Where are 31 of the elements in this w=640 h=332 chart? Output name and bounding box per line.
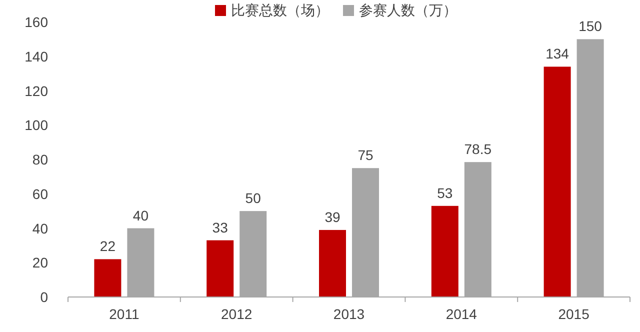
y-tick-label: 140 bbox=[24, 48, 48, 64]
y-tick-label: 20 bbox=[32, 254, 48, 271]
legend-label: 参赛人数（万） bbox=[359, 2, 457, 18]
y-tick-label: 60 bbox=[32, 186, 48, 202]
bar bbox=[319, 230, 346, 297]
y-tick-label: 40 bbox=[32, 220, 48, 236]
bar bbox=[94, 259, 122, 297]
x-tick-label: 2015 bbox=[558, 306, 590, 322]
x-tick-label: 2012 bbox=[221, 306, 252, 322]
data-label: 78.5 bbox=[464, 141, 492, 158]
x-tick-label: 2014 bbox=[446, 306, 478, 322]
y-tick-label: 80 bbox=[32, 152, 48, 168]
x-tick-label: 2013 bbox=[333, 306, 365, 322]
data-label: 75 bbox=[358, 147, 374, 164]
data-label: 53 bbox=[437, 184, 453, 201]
data-label: 39 bbox=[324, 208, 340, 225]
data-label: 50 bbox=[245, 190, 262, 206]
data-label: 33 bbox=[212, 219, 228, 236]
data-label: 150 bbox=[578, 18, 602, 34]
legend-label: 比赛总数（场） bbox=[231, 2, 329, 18]
data-label: 134 bbox=[546, 46, 570, 62]
data-label: 40 bbox=[132, 207, 149, 224]
data-label: 22 bbox=[100, 238, 116, 254]
y-tick-label: 0 bbox=[40, 289, 48, 305]
bar bbox=[431, 206, 458, 297]
y-tick-label: 100 bbox=[24, 117, 48, 134]
y-tick-label: 160 bbox=[24, 14, 48, 30]
bar bbox=[206, 240, 234, 297]
bar bbox=[544, 66, 571, 297]
y-tick-label: 120 bbox=[24, 82, 48, 99]
x-tick-label: 2011 bbox=[109, 306, 140, 322]
